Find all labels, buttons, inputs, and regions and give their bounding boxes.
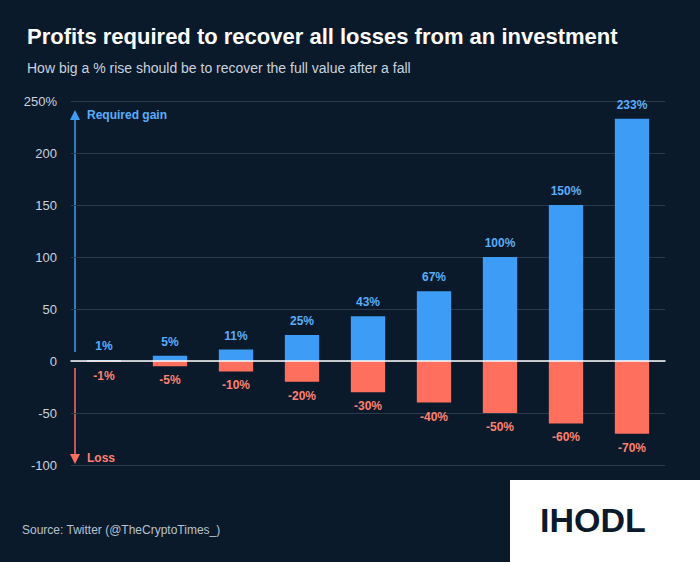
svg-text:-60%: -60% — [552, 430, 580, 444]
svg-text:How big a % rise should be to: How big a % rise should be to recover th… — [27, 60, 411, 76]
svg-text:100%: 100% — [485, 236, 516, 250]
svg-text:-50%: -50% — [486, 420, 514, 434]
svg-text:150%: 150% — [551, 184, 582, 198]
svg-text:-50: -50 — [38, 406, 57, 421]
svg-text:-5%: -5% — [159, 373, 181, 387]
svg-text:-30%: -30% — [354, 399, 382, 413]
svg-text:Profits required to recover al: Profits required to recover all losses f… — [27, 24, 618, 49]
svg-text:150: 150 — [35, 198, 57, 213]
svg-text:-100: -100 — [31, 458, 57, 473]
svg-text:233%: 233% — [617, 98, 648, 112]
svg-text:250%: 250% — [24, 94, 58, 109]
svg-text:100: 100 — [35, 250, 57, 265]
svg-text:25%: 25% — [290, 314, 314, 328]
svg-text:-70%: -70% — [618, 441, 646, 455]
svg-text:50: 50 — [43, 302, 57, 317]
svg-text:-1%: -1% — [93, 369, 115, 383]
svg-text:5%: 5% — [161, 335, 179, 349]
svg-text:-40%: -40% — [420, 410, 448, 424]
svg-text:43%: 43% — [356, 295, 380, 309]
svg-text:IHODL: IHODL — [540, 501, 646, 539]
svg-text:200: 200 — [35, 146, 57, 161]
svg-text:-20%: -20% — [288, 389, 316, 403]
svg-text:1%: 1% — [95, 339, 113, 353]
svg-text:11%: 11% — [224, 329, 248, 343]
svg-text:Loss: Loss — [87, 451, 115, 465]
svg-text:Required gain: Required gain — [87, 108, 167, 122]
svg-text:Source: Twitter (@TheCryptoTim: Source: Twitter (@TheCryptoTimes_) — [22, 523, 220, 537]
svg-text:-10%: -10% — [222, 378, 250, 392]
svg-text:0: 0 — [50, 354, 57, 369]
svg-text:67%: 67% — [422, 270, 446, 284]
